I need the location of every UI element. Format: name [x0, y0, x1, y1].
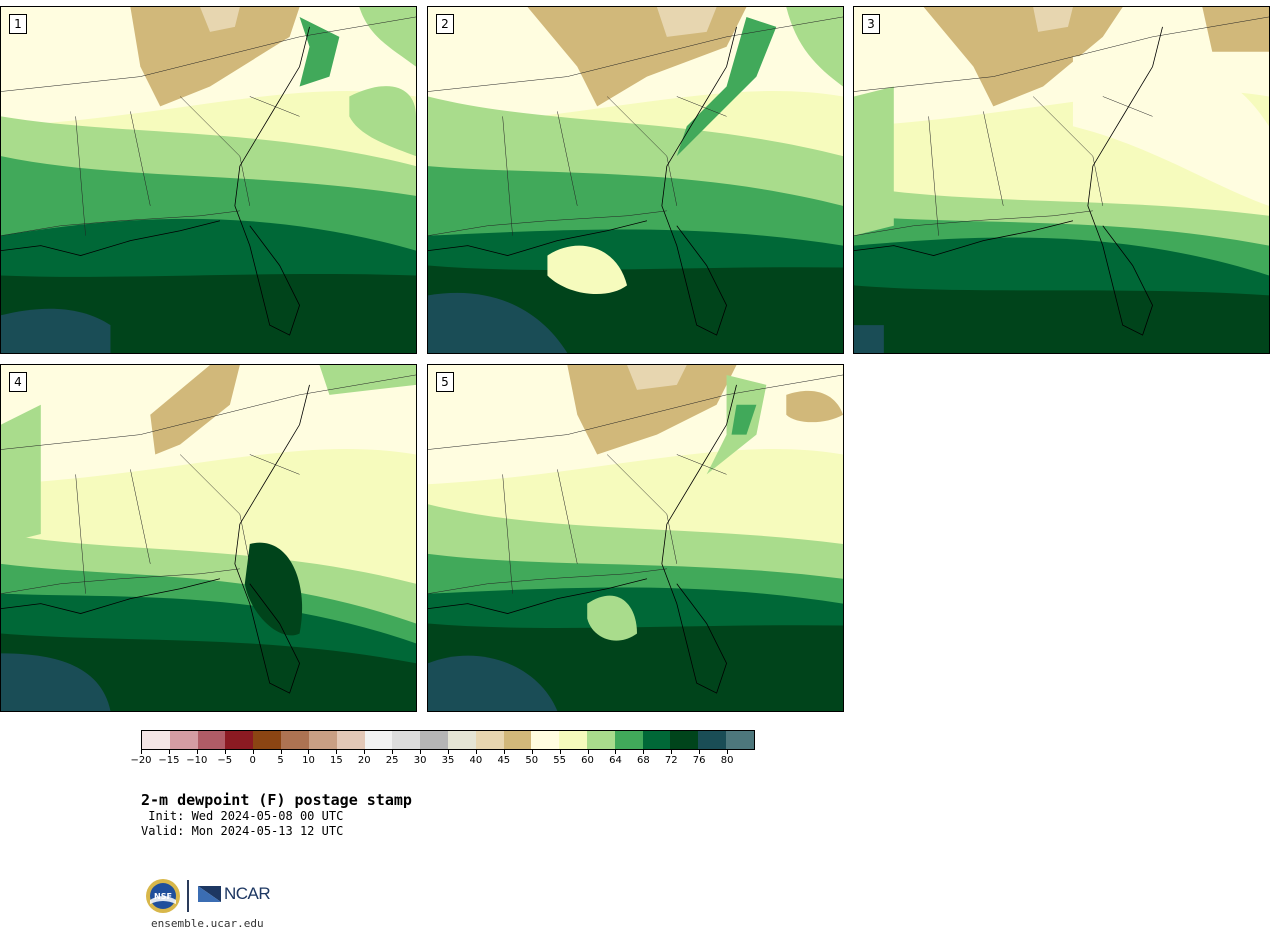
colorbar-tick-label: 80	[720, 755, 734, 766]
colorbar-swatch	[587, 731, 615, 749]
svg-text:NSF: NSF	[154, 892, 172, 901]
colorbar-tick-mark	[280, 750, 282, 754]
colorbar-tick-label: 72	[664, 755, 678, 766]
colorbar-tick-label: 20	[357, 755, 371, 766]
colorbar-ticks: −20 −15 −10 −5 0 5 10 15 20 25 30 35 40 45 50 55 60 64 68 7…	[130, 750, 755, 769]
colorbar-tick-mark	[141, 750, 142, 754]
map-2	[428, 7, 843, 353]
colorbar-tick-mark	[587, 750, 589, 754]
colorbar-tick-label: 50	[525, 755, 539, 766]
colorbar-swatch	[336, 731, 365, 749]
colorbar-swatch	[308, 731, 337, 749]
map-3	[854, 7, 1269, 353]
colorbar-swatch	[531, 731, 560, 749]
colorbar-tick-mark	[727, 750, 729, 754]
colorbar-tick-label: 25	[385, 755, 399, 766]
colorbar-tick-mark	[699, 750, 701, 754]
panel-label: 4	[9, 372, 27, 392]
colorbar-swatch	[197, 731, 226, 749]
colorbar-tick-label: 60	[581, 755, 594, 766]
colorbar-tick-label: −5	[217, 755, 233, 766]
colorbar-swatch	[169, 731, 198, 749]
map-5	[428, 365, 843, 711]
colorbar-swatch	[670, 731, 699, 749]
colorbar-tick-mark	[168, 750, 170, 754]
colorbar-tick-mark	[559, 750, 561, 754]
colorbar-swatch	[447, 731, 476, 749]
colorbar-tick-mark	[448, 750, 449, 754]
panel-label: 1	[9, 14, 27, 34]
colorbar-tick-label: −20	[130, 755, 152, 766]
colorbar-swatch	[392, 731, 421, 749]
colorbar-tick-label: 30	[413, 755, 427, 766]
colorbar-swatch	[364, 731, 393, 749]
colorbar-tick-mark	[420, 750, 422, 754]
init-time: Init: Wed 2024-05-08 00 UTC	[141, 809, 344, 823]
colorbar-tick-mark	[531, 750, 533, 754]
ncar-logo-text: NCAR	[224, 884, 271, 903]
map-4	[1, 365, 416, 711]
colorbar-tick-label: 35	[441, 755, 455, 766]
ncar-logo-icon	[198, 886, 221, 902]
colorbar-swatch	[281, 731, 309, 749]
colorbar-tick-mark	[364, 750, 366, 754]
colorbar-swatch	[225, 731, 254, 749]
colorbar-tick-mark	[615, 750, 617, 754]
panel-label: 2	[436, 14, 454, 34]
figure-title: 2-m dewpoint (F) postage stamp	[141, 791, 412, 809]
map-1	[1, 7, 416, 353]
colorbar-tick-label: 45	[497, 755, 511, 766]
colorbar-swatch	[698, 731, 727, 749]
colorbar-tick-label: 5	[277, 755, 284, 766]
colorbar-tick-label: −15	[158, 755, 180, 766]
valid-time: Valid: Mon 2024-05-13 12 UTC	[141, 824, 344, 838]
colorbar-tick-mark	[671, 750, 673, 754]
colorbar-swatch	[142, 731, 170, 749]
stamp-panel-1: 1	[0, 6, 417, 354]
logo-divider	[187, 880, 189, 912]
colorbar-swatch	[726, 731, 754, 749]
colorbar-tick-mark	[224, 750, 226, 754]
panel-label: 3	[862, 14, 880, 34]
nsf-logo-icon: NSF	[146, 879, 180, 913]
colorbar-swatch	[642, 731, 671, 749]
colorbar-tick-label: 55	[553, 755, 566, 766]
colorbar-swatch	[475, 731, 504, 749]
colorbar-tick-mark	[392, 750, 394, 754]
colorbar-swatch	[503, 731, 532, 749]
colorbar-swatch	[420, 731, 448, 749]
colorbar-swatch	[614, 731, 643, 749]
colorbar-tick-mark	[475, 750, 477, 754]
colorbar-tick-label: 68	[636, 755, 650, 766]
stamp-panel-2: 2	[427, 6, 844, 354]
colorbar-tick-label: 76	[692, 755, 706, 766]
stamp-panel-5: 5	[427, 364, 844, 712]
colorbar-tick-mark	[336, 750, 338, 754]
colorbar	[141, 730, 755, 750]
colorbar-tick-label: 15	[329, 755, 343, 766]
colorbar-tick-label: 0	[249, 755, 256, 766]
stamp-panel-4: 4	[0, 364, 417, 712]
colorbar-tick-label: 40	[469, 755, 483, 766]
colorbar-tick-mark	[308, 750, 310, 754]
colorbar-tick-mark	[196, 750, 198, 754]
stamp-panel-3: 3	[853, 6, 1270, 354]
colorbar-tick-mark	[643, 750, 645, 754]
colorbar-swatch	[559, 731, 587, 749]
colorbar-tick-label: 64	[609, 755, 622, 766]
colorbar-tick-mark	[503, 750, 505, 754]
colorbar-swatch	[253, 731, 282, 749]
colorbar-tick-label: −10	[186, 755, 208, 766]
colorbar-tick-mark	[252, 750, 254, 754]
site-url: ensemble.ucar.edu	[151, 917, 264, 930]
panel-label: 5	[436, 372, 454, 392]
colorbar-tick-label: 10	[302, 755, 315, 766]
